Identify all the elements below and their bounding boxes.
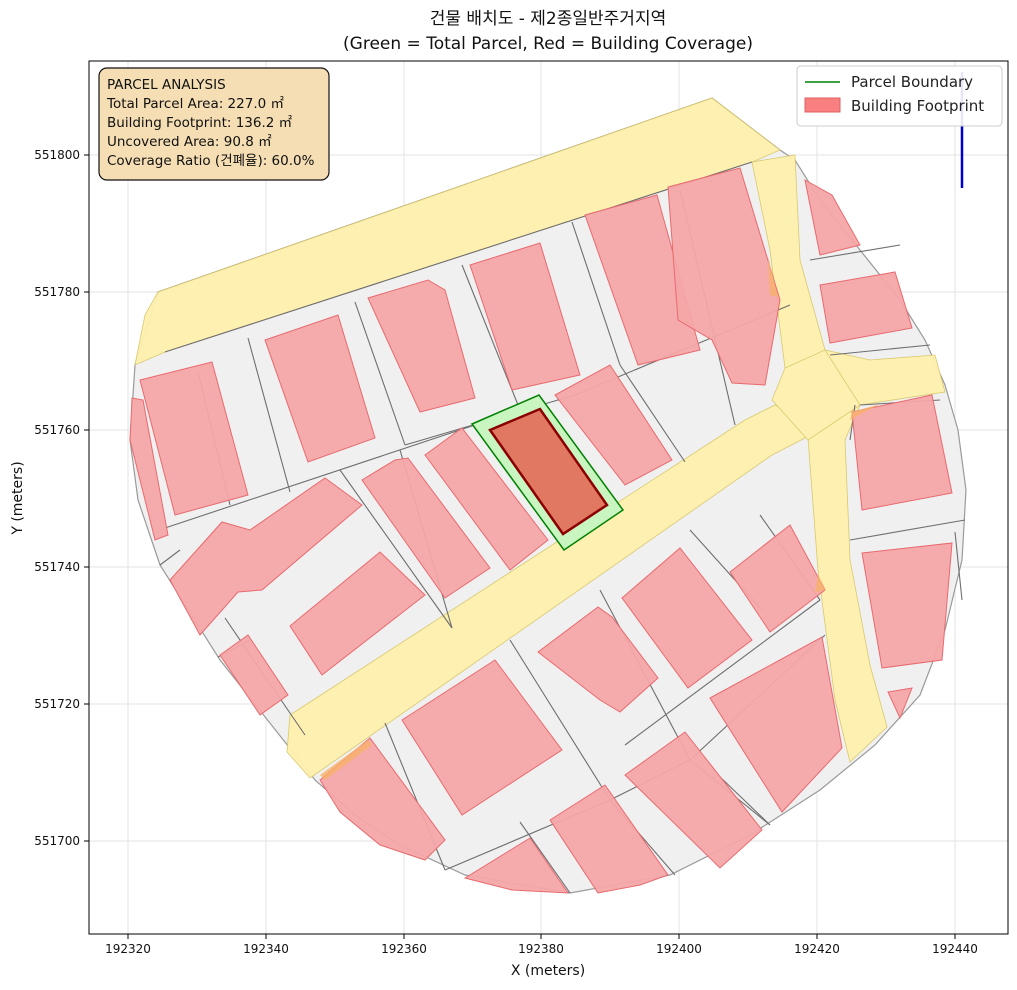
building [861,542,953,669]
building [367,279,476,413]
building [169,477,363,636]
legend-parcel-boundary: Parcel Boundary [851,73,973,91]
plot-frame [88,60,1009,935]
building [537,606,659,713]
building [469,242,581,391]
building [549,784,669,894]
building [819,271,913,344]
overlap-slivers [320,257,880,780]
info-total-parcel: Total Parcel Area: 227.0 ㎡ [106,96,284,112]
info-coverage-ratio: Coverage Ratio (건폐율): 60.0% [107,153,315,169]
building [361,457,491,599]
building [219,634,289,716]
chart-title-line1: 건물 배치도 - 제2종일반주거지역 [430,9,666,29]
roads [134,97,946,779]
info-uncovered-area: Uncovered Area: 90.8 ㎡ [107,134,272,150]
x-tick-label: 192440 [932,942,978,956]
buildings [129,167,953,894]
parcel-analysis-box: PARCEL ANALYSIS Total Parcel Area: 227.0… [98,67,330,181]
chart-title-line2: (Green = Total Parcel, Red = Building Co… [343,34,753,54]
building [624,731,763,869]
x-tick-label: 192420 [794,942,840,956]
building [667,167,781,386]
x-tick-label: 192360 [381,942,427,956]
building [424,427,549,571]
building [264,314,376,463]
x-axis [127,934,956,939]
building [463,837,569,894]
building [319,737,446,861]
info-building-footprint: Building Footprint: 136.2 ㎡ [107,115,293,131]
road-north [134,97,781,366]
legend-building-swatch [804,97,841,113]
building [584,194,701,366]
building [887,687,913,720]
x-tick-label: 192340 [243,942,289,956]
legend: Parcel Boundary Building Footprint [796,65,1003,127]
building [709,636,843,813]
building [804,179,861,256]
building [851,394,953,511]
y-tick-label: 551780 [34,285,80,299]
legend-building-footprint: Building Footprint [851,97,984,115]
building [554,364,673,486]
road-connector [771,349,861,441]
y-tick-label: 551800 [34,148,80,162]
building [401,659,563,816]
y-tick-label: 551700 [34,834,80,848]
x-tick-label: 192380 [518,942,564,956]
y-tick-label: 551720 [34,697,80,711]
building [139,361,249,516]
target-building [488,407,609,536]
building [289,551,426,676]
info-heading: PARCEL ANALYSIS [107,77,226,93]
building [621,547,753,689]
y-tick-label: 551740 [34,560,80,574]
building [129,397,169,541]
x-tick-label: 192320 [105,942,151,956]
x-tick-label: 192400 [656,942,702,956]
y-axis [84,154,89,842]
y-tick-label: 551760 [34,423,80,437]
y-axis-label: Y (meters) [10,461,26,535]
x-axis-label: X (meters) [511,963,585,979]
